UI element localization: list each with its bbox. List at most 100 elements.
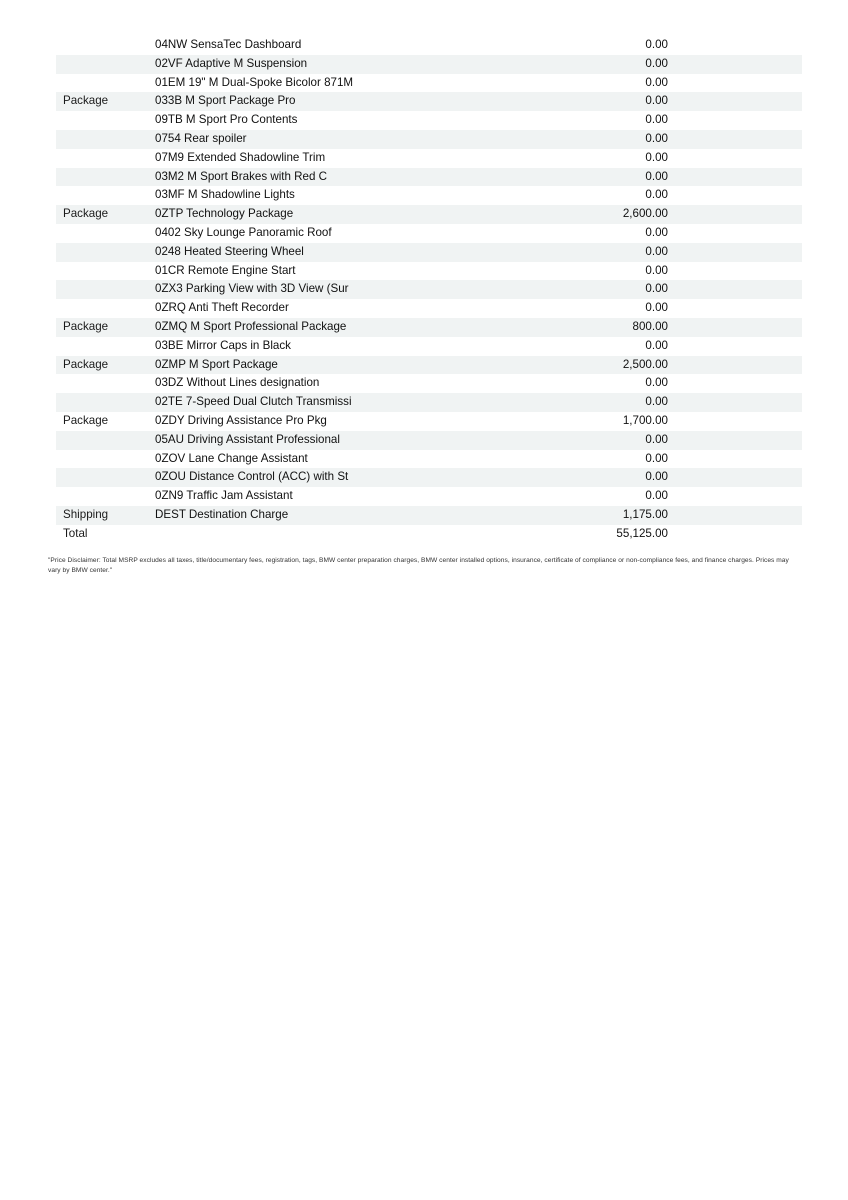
table-row: 03BE Mirror Caps in Black 0.00 (56, 336, 802, 356)
row-spacer (670, 243, 802, 262)
row-amount: 0.00 (645, 169, 668, 183)
row-amount: 0.00 (645, 131, 668, 145)
row-spacer (670, 506, 802, 525)
row-spacer (670, 487, 802, 506)
row-spacer (670, 356, 802, 375)
row-type-label (56, 243, 155, 262)
row-amount: 0.00 (645, 244, 668, 258)
table-row: 0ZOU Distance Control (ACC) with St 0.00 (56, 468, 802, 488)
row-amount: 0.00 (645, 94, 668, 108)
row-type-label (56, 431, 155, 450)
row-amount: 0.00 (645, 225, 668, 239)
row-amount: 0.00 (645, 395, 668, 409)
row-type-label: Package (63, 94, 109, 108)
row-type-label (56, 149, 155, 168)
row-type-label (56, 262, 155, 281)
table-row: 02VF Adaptive M Suspension 0.00 (56, 54, 802, 74)
row-description: 04NW SensaTec Dashboard (155, 38, 302, 51)
row-spacer (670, 337, 802, 356)
row-type-label (56, 186, 155, 205)
row-description: 033B M Sport Package Pro (155, 94, 296, 108)
pricing-table-body: 04NW SensaTec Dashboard 0.00 02VF Adaptive… (56, 36, 802, 544)
row-type-label (56, 393, 155, 412)
row-spacer (670, 412, 802, 431)
row-spacer (670, 431, 802, 450)
row-type-label (56, 468, 155, 487)
row-spacer (670, 280, 802, 299)
row-description: 0ZN9 Traffic Jam Assistant (155, 489, 293, 503)
row-description: 0248 Heated Steering Wheel (155, 244, 304, 258)
row-spacer (670, 262, 802, 281)
table-row: 04NW SensaTec Dashboard 0.00 (56, 36, 802, 55)
row-description: 05AU Driving Assistant Professional (155, 432, 340, 446)
row-spacer (670, 92, 802, 111)
row-type-label: Package (63, 413, 109, 427)
row-spacer (670, 525, 802, 544)
table-row: 0ZN9 Traffic Jam Assistant 0.00 (56, 487, 802, 506)
row-amount: 55,125.00 (616, 526, 668, 540)
table-row: Total 55,125.00 (56, 524, 802, 544)
table-row: Package 0ZTP Technology Package 2,600.00 (56, 205, 802, 224)
row-description: 0ZOV Lane Change Assistant (155, 451, 308, 465)
row-type-label: Package (63, 207, 109, 221)
row-type-label (56, 450, 155, 469)
table-row: 0ZOV Lane Change Assistant 0.00 (56, 449, 802, 469)
table-row: 0ZX3 Parking View with 3D View (Sur 0.00 (56, 280, 802, 300)
row-spacer (670, 168, 802, 187)
row-description: 03BE Mirror Caps in Black (155, 338, 291, 352)
row-type-label (56, 337, 155, 356)
table-row: Shipping DEST Destination Charge 1,175.00 (56, 505, 802, 525)
table-row: 01EM 19" M Dual-Spoke Bicolor 871M 0.00 (56, 73, 802, 93)
row-spacer (670, 374, 802, 393)
table-row: Package 0ZDY Driving Assistance Pro Pkg 1,… (56, 411, 802, 431)
row-description: 0402 Sky Lounge Panoramic Roof (155, 225, 332, 239)
table-row: 03MF M Shadowline Lights 0.00 (56, 186, 802, 206)
row-spacer (670, 130, 802, 149)
row-amount: 0.00 (645, 56, 668, 70)
row-amount: 1,175.00 (622, 507, 668, 521)
row-spacer (670, 224, 802, 243)
row-amount: 0.00 (645, 150, 668, 164)
table-row: 0248 Heated Steering Wheel 0.00 (56, 242, 802, 262)
row-amount: 0.00 (645, 75, 668, 89)
row-amount: 0.00 (645, 451, 668, 465)
row-type-label (56, 111, 155, 130)
row-type-label (56, 55, 155, 74)
row-amount: 0.00 (645, 188, 668, 202)
row-spacer (670, 55, 802, 74)
row-description: 03MF M Shadowline Lights (155, 188, 295, 202)
row-type-label (56, 299, 155, 318)
row-type-label (56, 487, 155, 506)
row-description: 07M9 Extended Shadowline Trim (155, 150, 326, 164)
row-description: 0ZMQ M Sport Professional Package (155, 319, 347, 333)
table-row: 02TE 7-Speed Dual Clutch Transmissi 0.00 (56, 393, 802, 412)
row-spacer (670, 36, 802, 55)
vehicle-pricing-table: 04NW SensaTec Dashboard 0.00 02VF Adaptive… (56, 36, 802, 544)
row-description: 0ZDY Driving Assistance Pro Pkg (155, 413, 327, 427)
row-spacer (670, 111, 802, 130)
table-row: 01CR Remote Engine Start 0.00 (56, 261, 802, 281)
row-description: DEST Destination Charge (155, 507, 289, 521)
row-type-label: Package (63, 357, 109, 371)
row-spacer (670, 149, 802, 168)
row-spacer (670, 299, 802, 318)
row-spacer (670, 74, 802, 93)
row-spacer (670, 205, 802, 224)
row-amount: 0.00 (645, 38, 668, 51)
row-spacer (670, 318, 802, 337)
row-amount: 1,700.00 (622, 413, 668, 427)
row-description: 0754 Rear spoiler (155, 131, 247, 145)
row-amount: 0.00 (645, 338, 668, 352)
price-disclaimer: "Price Disclaimer: Total MSRP excludes a… (48, 557, 789, 574)
row-type-label (56, 36, 155, 55)
table-row: Package 0ZMQ M Sport Professional Package… (56, 317, 802, 337)
row-description: 0ZTP Technology Package (155, 207, 294, 221)
row-spacer (670, 186, 802, 205)
row-amount: 0.00 (645, 282, 668, 296)
row-description: 01CR Remote Engine Start (155, 263, 296, 277)
row-amount: 0.00 (645, 113, 668, 127)
table-row: 07M9 Extended Shadowline Trim 0.00 (56, 148, 802, 168)
row-description: 0ZOU Distance Control (ACC) with St (155, 470, 349, 484)
table-row: 05AU Driving Assistant Professional 0.00 (56, 430, 802, 450)
